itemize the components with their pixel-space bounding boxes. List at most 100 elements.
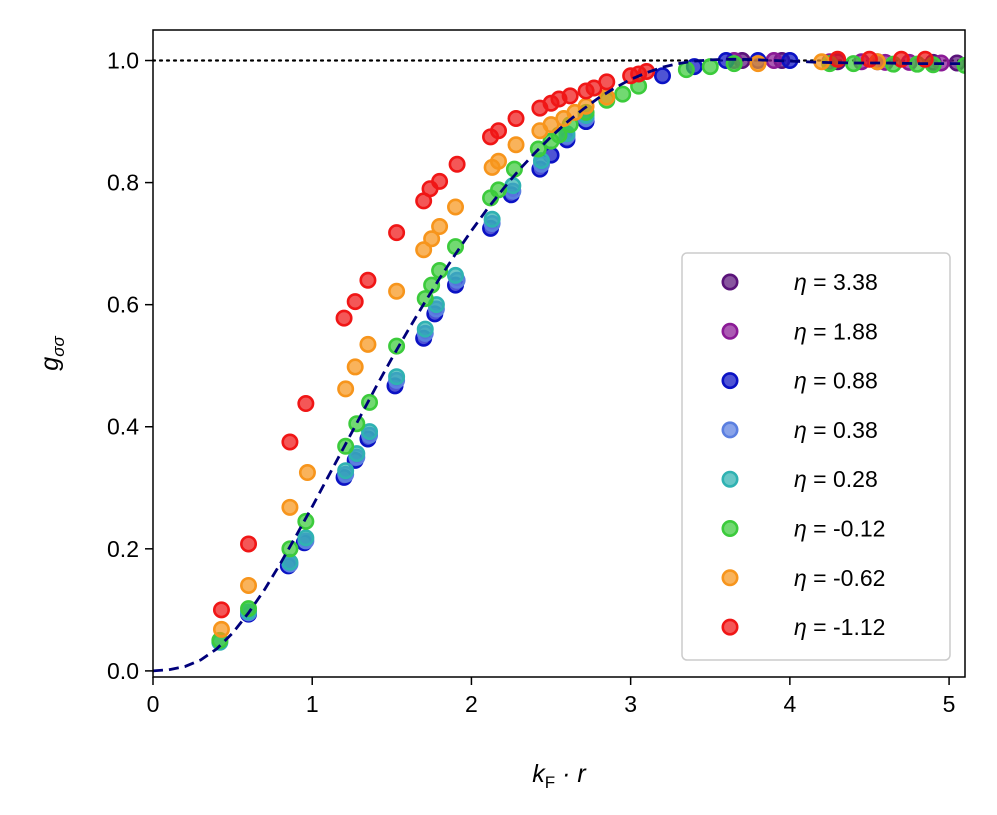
x-tick-label: 0 <box>147 691 160 717</box>
legend-marker <box>721 470 739 488</box>
x-tick-label: 1 <box>306 691 319 717</box>
y-axis-label-main: g <box>36 357 64 371</box>
data-point <box>359 271 377 289</box>
data-point <box>212 620 230 638</box>
data-point <box>240 600 258 618</box>
x-tick-label: 4 <box>783 691 796 717</box>
data-point <box>388 224 406 242</box>
data-point <box>653 67 671 85</box>
data-point <box>281 498 299 516</box>
data-point <box>448 155 466 173</box>
data-point <box>346 358 364 376</box>
data-point <box>431 172 449 190</box>
legend-marker <box>721 322 739 340</box>
legend-label: η = -0.62 <box>794 565 885 591</box>
data-point <box>388 282 406 300</box>
series-4 <box>211 106 595 651</box>
data-point <box>598 73 616 91</box>
y-tick-label: 0.2 <box>107 536 139 562</box>
data-point <box>507 136 525 154</box>
data-point <box>416 320 434 338</box>
data-point <box>829 50 847 68</box>
data-point <box>240 535 258 553</box>
data-point <box>337 462 355 480</box>
legend-label: η = -1.12 <box>794 614 885 640</box>
y-tick-label: 0.8 <box>107 170 139 196</box>
data-point <box>337 380 355 398</box>
data-point <box>212 601 230 619</box>
y-axis-label: gσσ <box>36 336 68 371</box>
plot-frame <box>152 29 966 678</box>
data-point <box>489 152 507 170</box>
data-point <box>423 230 441 248</box>
x-axis-label-rest: · r <box>555 760 587 788</box>
data-point <box>447 266 465 284</box>
legend-marker <box>721 519 739 537</box>
data-point <box>415 241 433 259</box>
legend-item: η = -0.12 <box>721 516 885 542</box>
data-point <box>431 261 449 279</box>
data-point <box>348 415 366 433</box>
fit-curve-layer <box>153 57 965 673</box>
legend-item: η = 0.88 <box>721 368 878 394</box>
axis-labels-layer: kF · r gσσ <box>36 336 587 792</box>
data-point <box>749 55 767 73</box>
fit-curve <box>153 57 965 673</box>
x-axis-label: kF · r <box>532 760 587 792</box>
legend-marker <box>721 569 739 587</box>
data-point <box>388 337 406 355</box>
data-point <box>489 181 507 199</box>
data-point <box>240 576 258 594</box>
x-axis-label-main: k <box>532 760 546 788</box>
legend-box <box>681 252 951 661</box>
data-point <box>281 433 299 451</box>
data-point <box>507 110 525 128</box>
legend-label: η = 1.88 <box>794 318 878 344</box>
y-tick-label: 1.0 <box>107 48 139 74</box>
series-6 <box>212 53 886 638</box>
y-tick-label: 0.4 <box>107 414 139 440</box>
x-tick-label: 5 <box>943 691 956 717</box>
data-point <box>504 177 522 195</box>
x-axis-label-subscript: F <box>545 773 555 792</box>
axis-ticks-layer: 0 1 2 3 4 5 0.0 0.2 0.4 0.6 0.8 1.0 <box>107 48 955 717</box>
data-point <box>447 198 465 216</box>
x-tick-label: 2 <box>465 691 478 717</box>
legend-item: η = 3.38 <box>721 269 878 295</box>
legend-item: η = -0.62 <box>721 565 885 591</box>
data-point <box>298 464 316 482</box>
legend-marker <box>721 421 739 439</box>
legend-label: η = 0.88 <box>794 368 878 394</box>
legend-item: η = 0.28 <box>721 466 878 492</box>
legend-label: η = 0.38 <box>794 417 878 443</box>
data-point <box>614 85 632 103</box>
legend-item: η = 1.88 <box>721 318 878 344</box>
data-point <box>297 529 315 547</box>
data-point <box>489 122 507 140</box>
legend-marker <box>721 372 739 390</box>
data-point <box>361 423 379 441</box>
data-point <box>701 58 719 76</box>
data-point <box>677 61 695 79</box>
legend-label: η = 3.38 <box>794 269 878 295</box>
data-point <box>335 309 353 327</box>
y-tick-label: 0.0 <box>107 658 139 684</box>
legend-label: η = -0.12 <box>794 516 885 542</box>
data-point <box>431 218 449 236</box>
data-point <box>346 293 364 311</box>
legend-marker <box>721 273 739 291</box>
data-point <box>388 368 406 386</box>
data-point <box>297 512 315 530</box>
legend-label: η = 0.28 <box>794 466 878 492</box>
data-point <box>297 395 315 413</box>
data-point <box>359 335 377 353</box>
legend: η = 3.38 η = 1.88 η = 0.88 η = 0.38 η = 0.28… <box>681 252 951 661</box>
data-point <box>561 87 579 105</box>
legend-marker <box>721 618 739 636</box>
legend-item: η = 0.38 <box>721 417 878 443</box>
legend-item: η = -1.12 <box>721 614 885 640</box>
y-tick-label: 0.6 <box>107 292 139 318</box>
x-tick-label: 3 <box>624 691 637 717</box>
y-axis-label-subscript: σσ <box>49 336 68 357</box>
